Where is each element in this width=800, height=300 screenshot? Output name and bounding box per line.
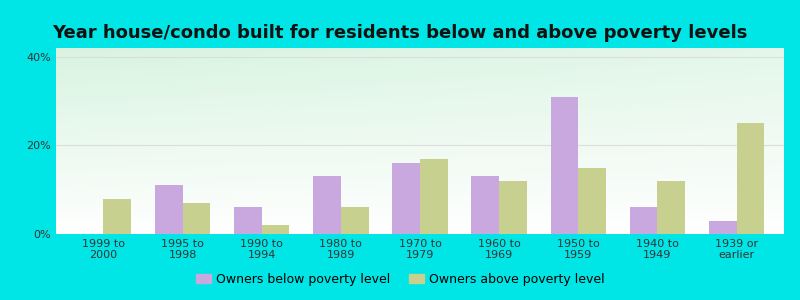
Legend: Owners below poverty level, Owners above poverty level: Owners below poverty level, Owners above… bbox=[190, 268, 610, 291]
Bar bbox=[234, 207, 262, 234]
Bar bbox=[313, 176, 341, 234]
Bar bbox=[499, 181, 527, 234]
Bar bbox=[578, 168, 606, 234]
Bar bbox=[155, 185, 182, 234]
Bar bbox=[471, 176, 499, 234]
Bar bbox=[262, 225, 290, 234]
Bar bbox=[658, 181, 685, 234]
Bar bbox=[709, 221, 737, 234]
Bar bbox=[737, 123, 764, 234]
Bar bbox=[550, 97, 578, 234]
Bar bbox=[630, 207, 658, 234]
Bar bbox=[341, 207, 369, 234]
Text: Year house/condo built for residents below and above poverty levels: Year house/condo built for residents bel… bbox=[52, 24, 748, 42]
Bar bbox=[182, 203, 210, 234]
Bar bbox=[103, 199, 131, 234]
Bar bbox=[420, 159, 448, 234]
Bar bbox=[392, 163, 420, 234]
